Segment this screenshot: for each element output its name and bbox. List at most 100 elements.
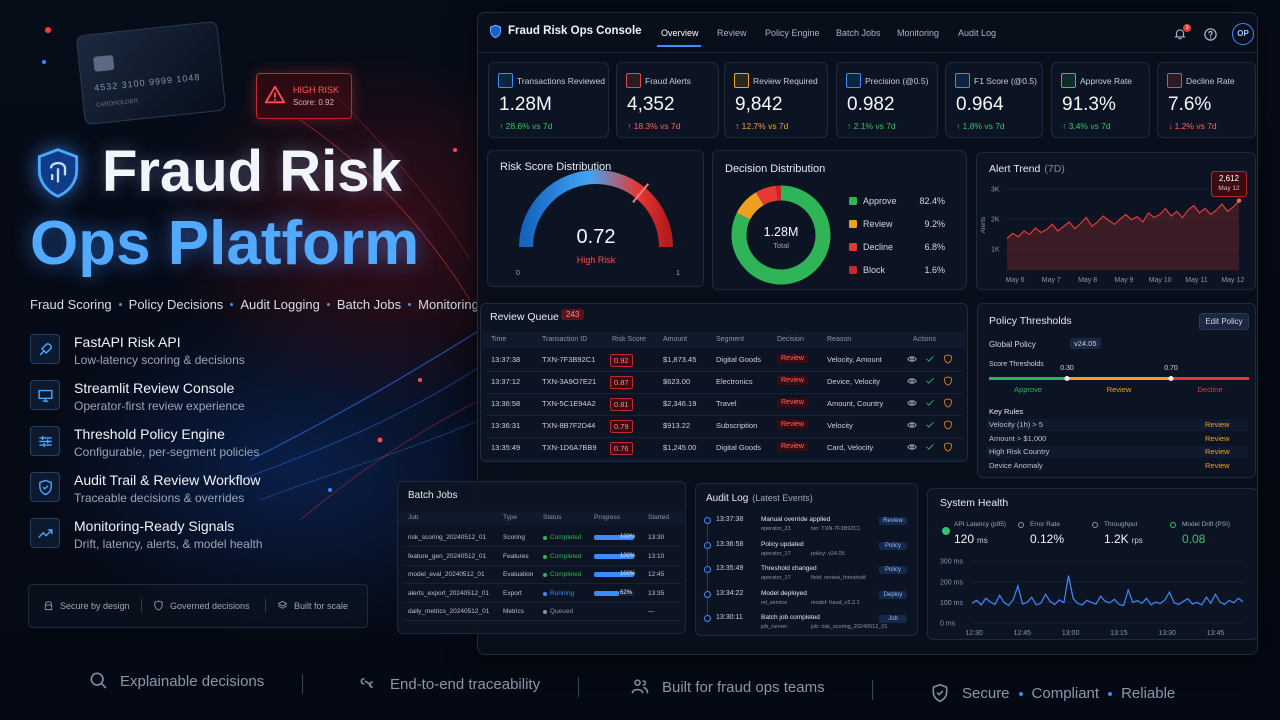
badge-icon-shape — [154, 600, 163, 611]
progress-label: 100% — [620, 552, 636, 559]
console-title: Fraud Risk Ops Console — [508, 25, 642, 37]
nav-tab[interactable]: Monitoring — [897, 28, 940, 38]
table-cell: TXN-1D6A7BB9 — [542, 443, 597, 452]
rule-text: High Risk Country — [989, 447, 1050, 456]
approve-action-shape — [926, 356, 934, 362]
x-tick-label: May 11 — [1185, 277, 1208, 284]
job-name: alerts_export_20240512_01 — [408, 589, 489, 597]
event-actor: operator_17 — [761, 575, 791, 581]
event-actor: operator_23 — [761, 526, 791, 532]
decision-pill: Review — [777, 398, 808, 407]
feature-desc: Low-latency scoring & decisions — [74, 353, 245, 367]
kpi-label: Fraud Alerts — [645, 76, 691, 86]
donut-total: 1.28M — [764, 225, 799, 239]
feature-icon-shape — [39, 435, 52, 448]
event-title: Model deployed — [761, 589, 807, 597]
x-tick-label: 12:30 — [965, 630, 983, 637]
metric-value-row: 0.08 — [1182, 532, 1205, 546]
latency-chart: 0 ms 100 ms 200 ms 300 ms 12:30 12:45 13:00 13:… — [940, 559, 1244, 637]
metric-value-row: 120 ms — [954, 532, 988, 546]
metric-label: Model Drift (PSI) — [1182, 521, 1231, 528]
badge-label: Governed decisions — [170, 601, 250, 611]
y-tick-label: 0 ms — [940, 621, 956, 628]
help-icon[interactable] — [1203, 27, 1218, 42]
nav-tab[interactable]: Audit Log — [958, 28, 997, 38]
escalate-action[interactable] — [943, 420, 953, 430]
view-action[interactable] — [907, 442, 917, 452]
escalate-action-shape — [944, 398, 952, 408]
escalate-action[interactable] — [943, 354, 953, 364]
escalate-action-shape — [944, 376, 952, 386]
notifications-icon[interactable] — [1173, 27, 1187, 41]
approve-action-shape — [926, 444, 934, 450]
job-started: 12:45 — [648, 571, 665, 578]
line-area — [1007, 200, 1239, 270]
title-sub: (Latest Events) — [752, 493, 813, 503]
table-cell: $913.22 — [663, 421, 691, 430]
avatar[interactable]: OP — [1232, 23, 1254, 45]
nav-tab[interactable]: Policy Engine — [765, 28, 820, 38]
escalate-action[interactable] — [943, 442, 953, 452]
warning-icon-shape — [264, 85, 286, 104]
approve-action[interactable] — [925, 376, 935, 386]
approve-action[interactable] — [925, 398, 935, 408]
x-tick-label: 12:45 — [1014, 630, 1032, 637]
nav-tab[interactable]: Review — [717, 28, 747, 38]
row-divider — [487, 459, 963, 460]
event-detail: job: risk_scoring_20240512_01 — [811, 624, 888, 630]
feature-icon — [39, 479, 52, 496]
view-action[interactable] — [907, 376, 917, 386]
kpi-card: Transactions Reviewed 1.28M ↑ 28.6% vs 7d — [488, 62, 609, 138]
logo-shape — [490, 24, 501, 39]
kpi-icon — [955, 73, 970, 88]
row-divider — [487, 437, 963, 438]
row-divider — [404, 601, 681, 603]
status-dot — [543, 554, 547, 559]
event-detail: txn: TXN-7F3B92C1 — [811, 526, 861, 532]
donut-total-label: Total — [773, 241, 789, 250]
metric-icon — [1018, 522, 1024, 528]
event-actor: operator_17 — [761, 550, 791, 557]
kpi-card: Precision (@0.5) 0.982 ↑ 2.1% vs 7d — [836, 62, 938, 138]
job-name: model_eval_20240512_01 — [408, 571, 485, 578]
panel-title: Batch Jobs — [408, 490, 458, 501]
rules-title: Key Rules — [989, 407, 1024, 416]
approve-action[interactable] — [925, 442, 935, 452]
legend-label: Decline — [863, 242, 893, 252]
separator-dot — [1018, 691, 1023, 696]
event-tag: Policy — [879, 566, 907, 574]
timeline-dot — [704, 517, 711, 524]
table-cell: TXN-8B7F2D44 — [542, 421, 596, 430]
approve-action-shape — [926, 422, 934, 428]
view-action[interactable] — [907, 420, 917, 430]
risk-badge: HIGH RISK Score: 0.92 — [256, 73, 352, 119]
view-action[interactable] — [907, 398, 917, 408]
title-period: (7D) — [1044, 163, 1065, 175]
nav-tab[interactable]: Batch Jobs — [836, 28, 881, 38]
approve-action[interactable] — [925, 354, 935, 364]
feature-title: FastAPI Risk API — [74, 334, 181, 350]
nav-tab[interactable]: Overview — [661, 28, 699, 38]
rule-action: Review — [1205, 447, 1230, 456]
metric-icon — [1170, 522, 1176, 528]
header-divider — [478, 52, 1257, 53]
kpi-label: Transactions Reviewed — [517, 76, 606, 86]
approve-action[interactable] — [925, 420, 935, 430]
metric-value: 120 — [954, 532, 975, 546]
feature-icon-box — [30, 426, 60, 456]
panel-title: Audit Log (Latest Events) — [706, 493, 813, 504]
job-type: Evaluation — [503, 571, 534, 578]
escalate-action[interactable] — [943, 398, 953, 408]
job-status: Completed — [550, 571, 582, 578]
footer-icon-shape — [932, 683, 948, 703]
approve-action-shape — [926, 400, 934, 406]
event-title: Threshold changed — [761, 565, 817, 572]
status-dot — [543, 536, 547, 540]
escalate-action[interactable] — [943, 376, 953, 386]
hero-shield — [37, 148, 79, 198]
badge-icon — [277, 600, 288, 609]
edit-policy-button[interactable]: Edit Policy — [1199, 313, 1249, 330]
feature-desc: Drift, latency, alerts, & model health — [74, 537, 263, 551]
event-detail: field: review_threshold — [811, 575, 866, 581]
view-action[interactable] — [907, 354, 917, 364]
